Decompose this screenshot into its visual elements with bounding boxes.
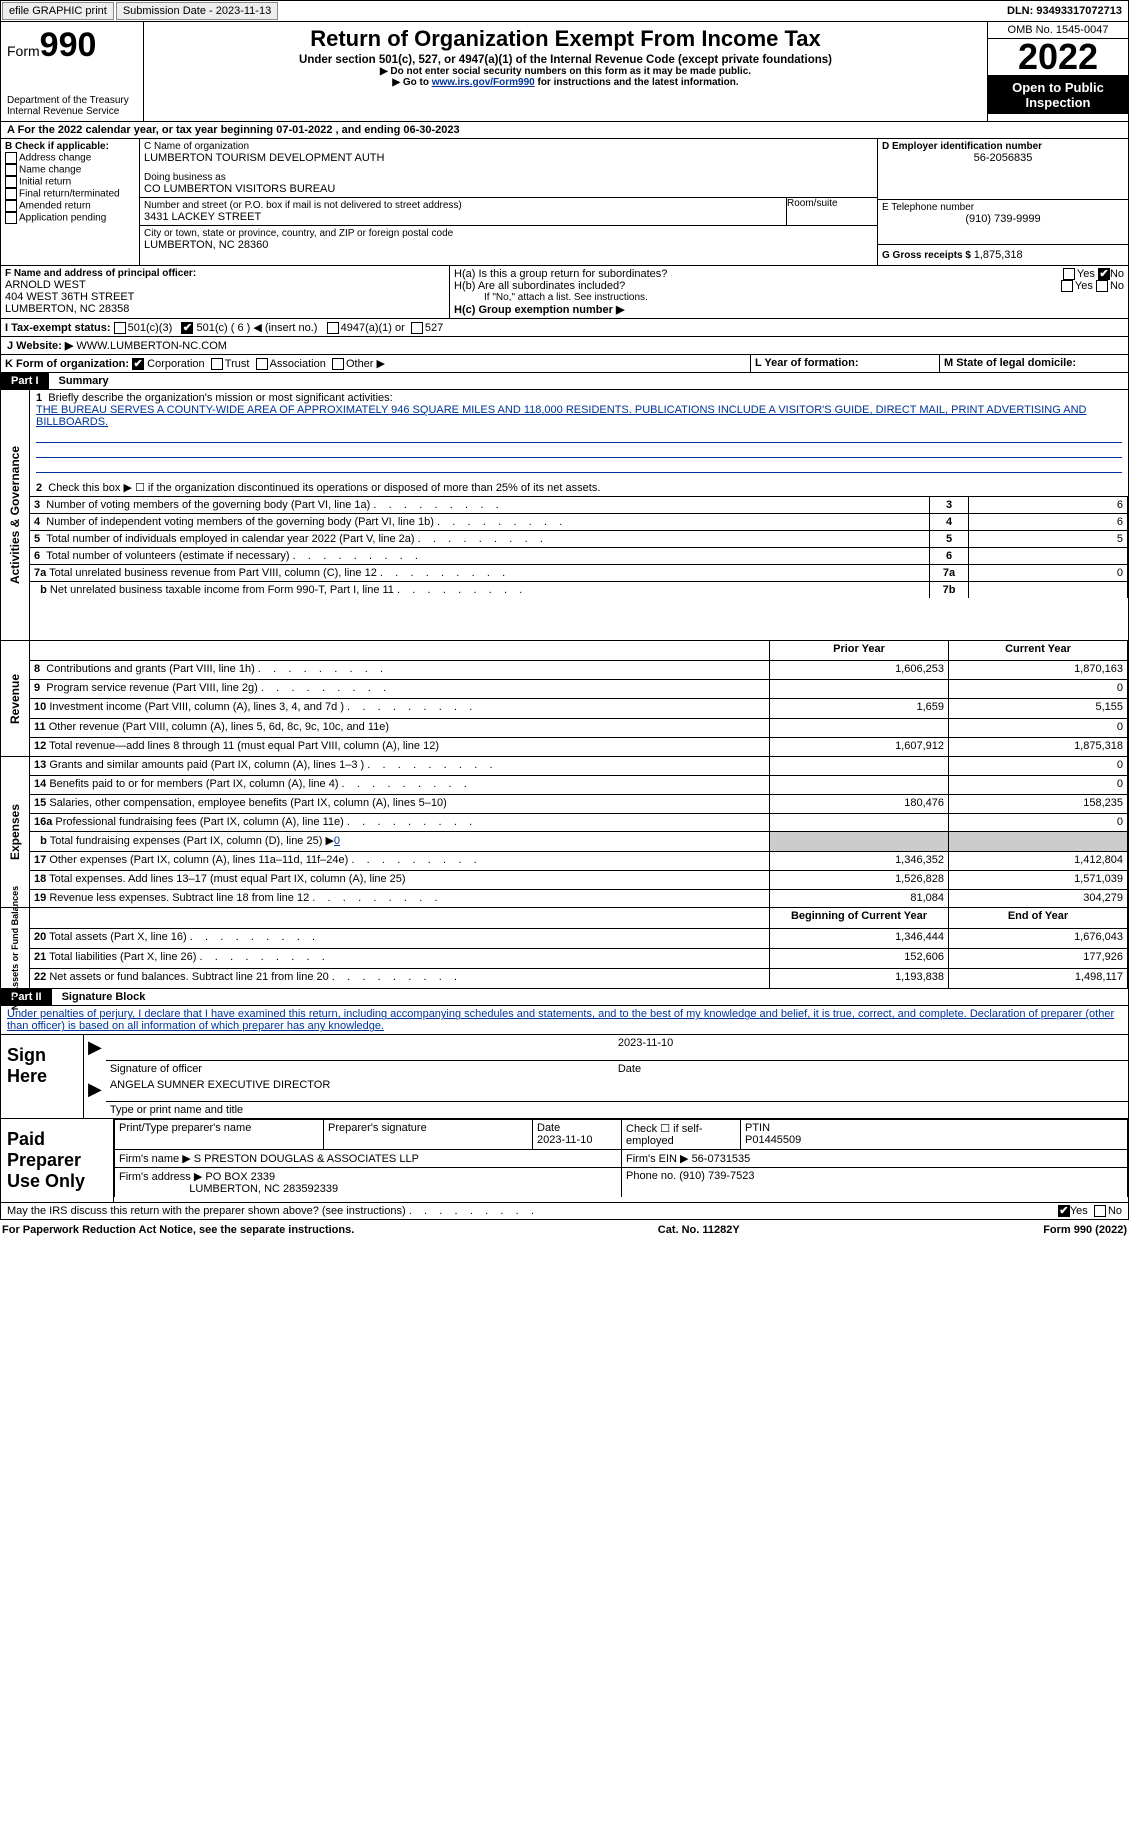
mission-text: THE BUREAU SERVES A COUNTY-WIDE AREA OF … xyxy=(36,404,1086,428)
firm-ein: 56-0731535 xyxy=(692,1153,751,1165)
c-name-label: C Name of organization xyxy=(144,141,873,152)
dln: DLN: 93493317072713 xyxy=(1001,3,1128,19)
line-6-value xyxy=(969,548,1128,565)
ptin: P01445509 xyxy=(745,1134,801,1146)
line-3-value: 6 xyxy=(969,497,1128,514)
section-m: M State of legal domicile: xyxy=(939,355,1128,372)
form-title: Return of Organization Exempt From Incom… xyxy=(148,26,983,52)
line-4-value: 6 xyxy=(969,514,1128,531)
part-1-header: Part ISummary xyxy=(0,373,1129,390)
side-label-netassets: Net Assets or Fund Balances xyxy=(1,908,30,988)
side-label-revenue: Revenue xyxy=(1,641,30,756)
section-f: F Name and address of principal officer:… xyxy=(1,266,449,318)
line-a: A For the 2022 calendar year, or tax yea… xyxy=(0,122,1129,139)
form-subtitle: Under section 501(c), 527, or 4947(a)(1)… xyxy=(148,54,983,66)
section-b: B Check if applicable: Address change Na… xyxy=(1,139,139,265)
line-7b-value xyxy=(969,582,1128,599)
may-irs-discuss: May the IRS discuss this return with the… xyxy=(0,1203,1129,1220)
section-k: K Form of organization: ✔ Corporation Tr… xyxy=(1,355,750,372)
dba-name: CO LUMBERTON VISITORS BUREAU xyxy=(144,183,873,195)
firm-name: S PRESTON DOUGLAS & ASSOCIATES LLP xyxy=(194,1153,419,1165)
irs-link[interactable]: www.irs.gov/Form990 xyxy=(432,77,535,88)
org-name: LUMBERTON TOURISM DEVELOPMENT AUTH xyxy=(144,152,873,164)
room-suite: Room/suite xyxy=(786,198,877,225)
street-address: 3431 LACKEY STREET xyxy=(144,211,782,223)
side-label-governance: Activities & Governance xyxy=(1,390,30,640)
paid-preparer-block: Paid Preparer Use Only Print/Type prepar… xyxy=(0,1119,1129,1203)
officer-name: ANGELA SUMNER EXECUTIVE DIRECTOR xyxy=(106,1077,1128,1102)
side-label-expenses: Expenses xyxy=(1,757,30,907)
city-state-zip: LUMBERTON, NC 28360 xyxy=(144,239,873,251)
form-id-box: Form990 Department of the Treasury Inter… xyxy=(1,22,144,121)
line-7a-value: 0 xyxy=(969,565,1128,582)
telephone: (910) 739-9999 xyxy=(882,213,1124,225)
efile-print-button[interactable]: efile GRAPHIC print xyxy=(2,2,114,20)
form-note-ssn: ▶ Do not enter social security numbers o… xyxy=(148,66,983,77)
section-l: L Year of formation: xyxy=(750,355,939,372)
submission-date: Submission Date - 2023-11-13 xyxy=(116,2,278,20)
firm-phone: (910) 739-7523 xyxy=(679,1170,754,1182)
year-box: OMB No. 1545-0047 2022 Open to Public In… xyxy=(987,22,1128,121)
section-i: I Tax-exempt status: 501(c)(3) ✔ 501(c) … xyxy=(1,319,1128,336)
h-a: H(a) Is this a group return for subordin… xyxy=(454,268,1063,280)
h-c: H(c) Group exemption number ▶ xyxy=(454,303,1124,316)
sign-here-block: Sign Here ▶ 2023-11-10 Signature of offi… xyxy=(0,1035,1129,1119)
top-bar: efile GRAPHIC print Submission Date - 20… xyxy=(0,0,1129,22)
h-b: H(b) Are all subordinates included? xyxy=(454,280,1061,292)
section-j: J Website: ▶ WWW.LUMBERTON-NC.COM xyxy=(0,337,1129,355)
part-2-header: Part IISignature Block xyxy=(0,989,1129,1006)
gross-receipts: 1,875,318 xyxy=(974,249,1023,261)
page-footer: For Paperwork Reduction Act Notice, see … xyxy=(0,1220,1129,1240)
ein: 56-2056835 xyxy=(882,152,1124,164)
line-5-value: 5 xyxy=(969,531,1128,548)
form-note-link: ▶ Go to www.irs.gov/Form990 for instruct… xyxy=(148,77,983,88)
declaration-text: Under penalties of perjury, I declare th… xyxy=(0,1006,1129,1035)
